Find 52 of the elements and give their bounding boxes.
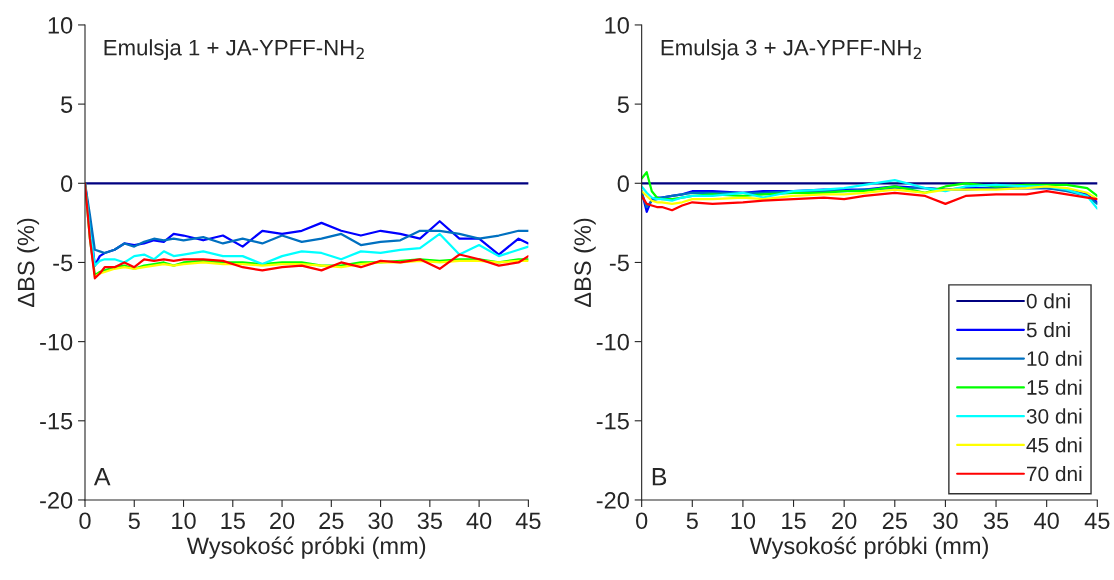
x-tick-label: 5 bbox=[128, 512, 140, 530]
y-axis-title: ΔBS (%) bbox=[573, 218, 596, 308]
x-axis-title: Wysokość próbki (mm) bbox=[749, 536, 988, 559]
x-tick-label: 30 bbox=[933, 512, 958, 530]
x-tick-label: 45 bbox=[515, 512, 541, 530]
legend-label: 30 dni bbox=[1026, 408, 1082, 424]
x-tick-label: 35 bbox=[983, 512, 1009, 530]
y-axis-title: ΔBS (%) bbox=[17, 218, 40, 308]
y-tick-label: -20 bbox=[40, 492, 73, 509]
line-series bbox=[641, 179, 1098, 210]
x-tick-label: 0 bbox=[636, 512, 648, 530]
line-series bbox=[641, 171, 1098, 201]
legend-label: 10 dni bbox=[1027, 350, 1082, 367]
text: Emulsja 1 + JA-YPFF-NH$_{2}$ bbox=[104, 39, 364, 60]
legend-label: 45 dni bbox=[1026, 437, 1082, 453]
y-tick-label: -15 bbox=[40, 413, 73, 430]
line-series bbox=[93, 259, 529, 278]
x-tick-label: 10 bbox=[172, 512, 196, 530]
x-tick-label: 5 bbox=[686, 512, 698, 530]
annotation: A bbox=[93, 468, 111, 486]
x-tick-label: 30 bbox=[368, 512, 393, 530]
x-tick-label: 20 bbox=[270, 512, 295, 530]
legend-label: 0 dni bbox=[1026, 293, 1070, 309]
y-tick-label: -5 bbox=[609, 254, 629, 272]
text: Emulsja 3 + JA-YPFF-NH$_{2}$ bbox=[661, 39, 921, 60]
y-tick-label: 5 bbox=[617, 96, 629, 113]
y-tick-label: -15 bbox=[596, 413, 629, 430]
y-tick-label: 5 bbox=[61, 96, 73, 113]
annotation: B bbox=[652, 468, 667, 486]
x-tick-label: 20 bbox=[832, 512, 857, 530]
legend-label: 70 dni bbox=[1027, 465, 1082, 482]
x-tick-label: 45 bbox=[1084, 512, 1110, 530]
y-tick-label: -5 bbox=[53, 254, 73, 272]
y-tick-label: 0 bbox=[617, 175, 629, 193]
x-tick-label: 25 bbox=[882, 512, 907, 530]
y-tick-label: -10 bbox=[40, 333, 73, 351]
x-tick-label: 0 bbox=[79, 512, 91, 530]
y-tick-label: 10 bbox=[605, 17, 629, 34]
x-tick-label: 15 bbox=[221, 512, 245, 530]
y-tick-label: 0 bbox=[60, 175, 73, 193]
x-tick-label: 35 bbox=[417, 512, 442, 530]
y-tick-label: 10 bbox=[48, 17, 73, 34]
x-tick-label: 15 bbox=[782, 512, 806, 530]
x-tick-label: 10 bbox=[731, 512, 756, 530]
x-tick-label: 25 bbox=[319, 512, 344, 530]
legend-label: 15 dni bbox=[1027, 379, 1082, 395]
x-tick-label: 40 bbox=[466, 512, 492, 530]
y-tick-label: -20 bbox=[596, 492, 629, 509]
legend-label: 5 dni bbox=[1026, 321, 1070, 338]
y-tick-label: -10 bbox=[596, 333, 629, 351]
x-tick-label: 40 bbox=[1034, 512, 1059, 530]
x-axis-title: Wysokość próbki (mm) bbox=[186, 536, 426, 559]
